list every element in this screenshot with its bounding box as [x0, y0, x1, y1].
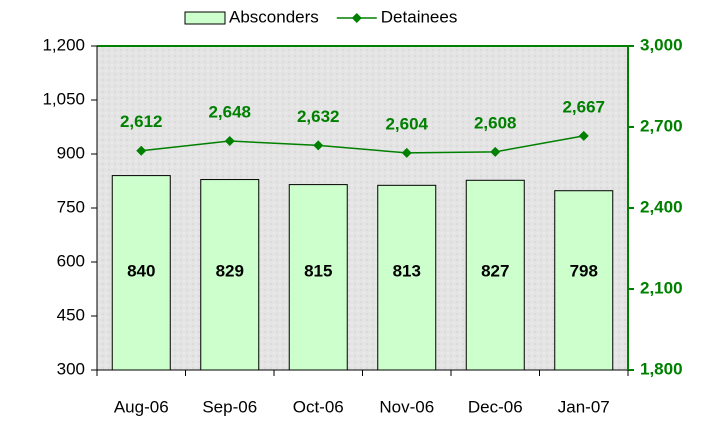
plot-area: [97, 46, 628, 370]
y-tick-label: 600: [57, 251, 85, 270]
y-tick-label: 450: [57, 305, 85, 324]
marker: [136, 145, 147, 156]
x-tick-label: Aug-06: [114, 397, 169, 416]
x-tick-label: Oct-06: [293, 397, 344, 416]
y2-tick-label: 3,000: [640, 35, 683, 54]
line: [141, 135, 584, 154]
marker: [224, 136, 235, 147]
x-tick-label: Jan-07: [558, 397, 610, 416]
y2-tick-label: 2,100: [640, 278, 683, 297]
bar: [377, 184, 437, 371]
bar-label: 840: [127, 261, 155, 280]
y-tick-label: 1,200: [42, 35, 85, 54]
data-label: 2,632: [297, 107, 340, 126]
data-label: 2,608: [474, 113, 517, 132]
y2-tick-label: 2,700: [640, 116, 683, 135]
legend-swatch: [184, 11, 226, 25]
marker: [401, 147, 412, 158]
marker: [578, 130, 589, 141]
legend-label: Detainees: [381, 7, 458, 26]
data-label: 2,648: [208, 103, 251, 122]
bar-label: 815: [304, 261, 332, 280]
y-tick-label: 1,050: [42, 89, 85, 108]
y-tick-label: 750: [57, 197, 85, 216]
bar-label: 829: [216, 261, 244, 280]
marker: [490, 146, 501, 157]
bar-label: 827: [481, 261, 509, 280]
marker: [313, 140, 324, 151]
x-tick-label: Sep-06: [202, 397, 257, 416]
bar-label: 813: [393, 261, 421, 280]
bar: [288, 184, 348, 371]
bar: [465, 179, 525, 371]
data-label: 2,612: [120, 112, 163, 131]
y2-tick-label: 1,800: [640, 359, 683, 378]
data-label: 2,667: [562, 97, 605, 116]
data-label: 2,604: [385, 114, 428, 133]
bar: [111, 175, 171, 371]
bar-label: 798: [570, 261, 598, 280]
y2-tick-label: 2,400: [640, 197, 683, 216]
y-tick-label: 900: [57, 143, 85, 162]
bar: [200, 179, 260, 371]
bar: [554, 190, 614, 371]
y-tick-label: 300: [57, 359, 85, 378]
legend-label: Absconders: [229, 7, 319, 26]
x-tick-label: Nov-06: [379, 397, 434, 416]
legend-marker: [351, 13, 362, 23]
x-tick-label: Dec-06: [468, 397, 523, 416]
